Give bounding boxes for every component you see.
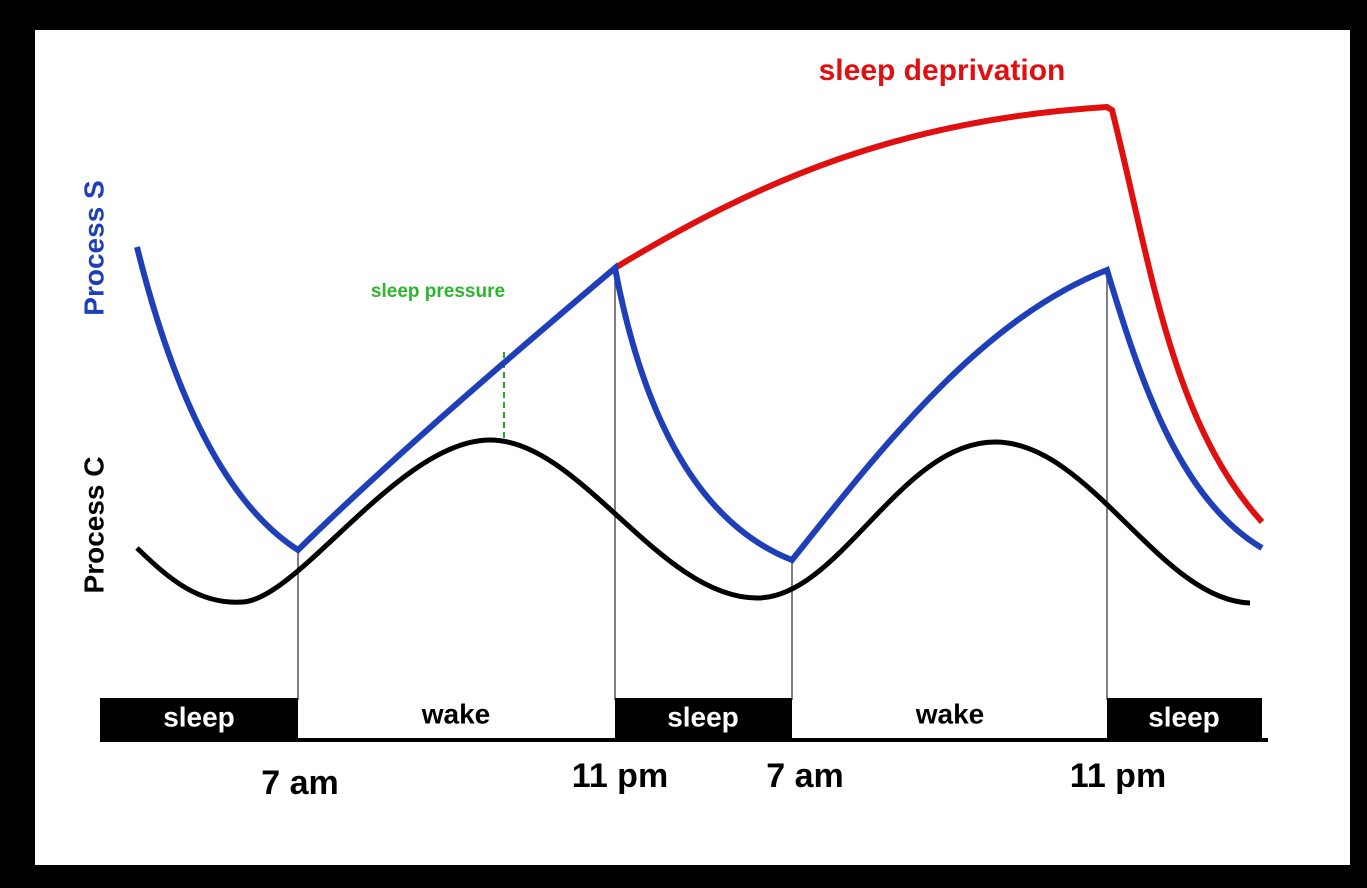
process-s-label: Process S bbox=[78, 180, 109, 315]
pressure-label: sleep pressure bbox=[371, 281, 505, 302]
process-s-curve bbox=[134, 246, 1264, 564]
phase-label: wake bbox=[915, 698, 985, 729]
time-label: 7 am bbox=[261, 764, 339, 802]
phase-lines bbox=[297, 268, 1108, 700]
time-label: 11 pm bbox=[1070, 757, 1166, 795]
phase-label: sleep bbox=[163, 701, 235, 732]
process-c-label: Process C bbox=[78, 457, 109, 594]
deprivation-label: sleep deprivation bbox=[819, 54, 1066, 87]
deprivation-curve bbox=[613, 103, 1265, 525]
phase-label: wake bbox=[421, 698, 491, 729]
phase-bar bbox=[100, 698, 1268, 742]
phase-label: sleep bbox=[667, 701, 739, 732]
time-label: 11 pm bbox=[572, 757, 668, 795]
process-c-curve bbox=[135, 437, 1251, 606]
time-label: 7 am bbox=[766, 757, 844, 795]
phase-label: sleep bbox=[1148, 701, 1220, 732]
